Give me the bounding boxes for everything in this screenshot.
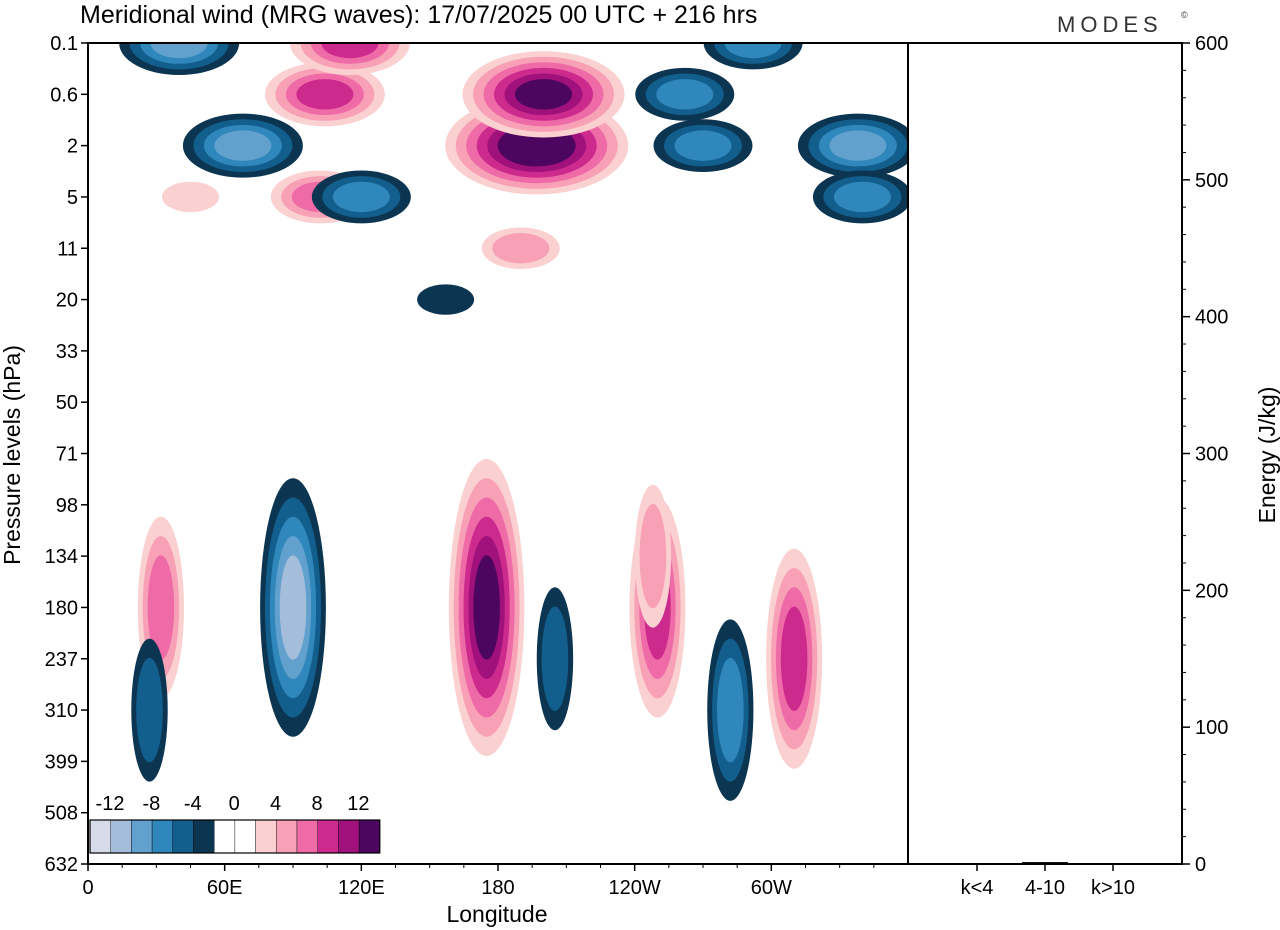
energy-bars: k<4 4-10 k>10: [954, 862, 1136, 899]
heatmap-area: [119, 43, 908, 801]
energy-category-label: k<4: [961, 877, 994, 899]
colorbar-swatch: [296, 819, 318, 854]
colorbar-swatch: [172, 819, 194, 854]
chart-title: Meridional wind (MRG waves): 17/07/2025 …: [80, 1, 757, 29]
y-tick-label: 632: [45, 854, 78, 876]
heatmap-contour: [541, 606, 569, 711]
brand-mark: ©: [1181, 10, 1188, 20]
energy-tick-label: 0: [1195, 854, 1206, 876]
brand-text: MODES: [1057, 12, 1163, 37]
x-tick-label: 60E: [207, 877, 243, 899]
heatmap-contour: [147, 555, 175, 660]
colorbar-frame: [89, 819, 381, 854]
colorbar-label: -4: [184, 793, 202, 815]
heatmap-contour: [674, 130, 732, 161]
colorbar-swatch: [131, 819, 153, 854]
heatmap-contour: [332, 181, 390, 213]
energy-tick-label: 100: [1195, 717, 1228, 739]
y-tick-label: 134: [45, 546, 78, 568]
energy-axis-label: Energy (J/kg): [1254, 387, 1280, 524]
colorbar-swatch: [317, 819, 339, 854]
energy-bar: [1090, 863, 1136, 864]
y-tick-label: 0.1: [50, 33, 78, 55]
colorbar-swatch: [276, 819, 298, 854]
heatmap-contour: [656, 79, 714, 110]
energy-axis: 0 100 200 300 400 500 600: [1182, 33, 1228, 876]
y-tick-label: 98: [56, 495, 78, 517]
colorbar-swatch: [89, 819, 111, 854]
heatmap-contour: [833, 181, 891, 213]
y-tick-label: 0.6: [50, 84, 78, 106]
heatmap-contour: [780, 606, 808, 711]
heatmap-contour: [717, 657, 744, 763]
heatmap-contour: [321, 43, 379, 59]
colorbar-label: 12: [347, 793, 369, 815]
y-tick-label: 33: [56, 341, 78, 363]
energy-category-label: 4-10: [1025, 877, 1065, 899]
heatmap-contour: [417, 284, 475, 315]
heatmap-contour: [515, 79, 573, 110]
y-axis: 0.1 0.6 2 5 11 20 33 50 71 98 134 180 237 310 399 508 63…: [45, 33, 88, 876]
x-tick-label: 120E: [338, 877, 385, 899]
energy-bar: [954, 863, 1000, 864]
y-tick-label: 50: [56, 392, 78, 414]
colorbar-label: -8: [143, 793, 161, 815]
colorbar-swatch: [213, 819, 236, 854]
y-axis-label: Pressure levels (hPa): [0, 345, 25, 565]
colorbar-swatch: [255, 819, 277, 854]
colorbar-label: 8: [311, 793, 322, 815]
heatmap-contour: [136, 657, 163, 763]
y-tick-label: 399: [45, 751, 78, 773]
energy-tick-label: 600: [1195, 33, 1228, 55]
y-tick-label: 237: [45, 649, 78, 671]
x-tick-label: 120W: [609, 877, 661, 899]
colorbar-swatch: [358, 819, 381, 854]
x-tick-label: 0: [82, 877, 93, 899]
brand-logo: MODES ©: [1057, 10, 1188, 37]
energy-category-label: k>10: [1091, 877, 1135, 899]
energy-tick-label: 500: [1195, 170, 1228, 192]
energy-frame: [907, 42, 1183, 865]
colorbar-label: 0: [229, 793, 240, 815]
heatmap-contour: [214, 130, 272, 161]
y-tick-label: 5: [67, 187, 78, 209]
energy-tick-label: 200: [1195, 580, 1228, 602]
x-tick-label: 180: [481, 877, 514, 899]
heatmap-contour: [492, 233, 550, 264]
colorbar: -12 -8 -4 0 4 8 12: [89, 793, 381, 854]
heatmap-contour: [829, 130, 887, 161]
y-tick-label: 508: [45, 803, 78, 825]
heatmap-contour: [296, 79, 354, 110]
energy-tick-label: 300: [1195, 444, 1228, 466]
colorbar-label: 4: [270, 793, 281, 815]
x-axis-label: Longitude: [446, 901, 547, 927]
x-axis: 0 60E 120E 180 120W 60W: [82, 864, 875, 899]
colorbar-label: -12: [96, 793, 125, 815]
y-tick-label: 310: [45, 700, 78, 722]
colorbar-swatch: [151, 819, 174, 854]
x-tick-label: 60W: [751, 877, 792, 899]
heatmap-contour: [639, 503, 667, 609]
y-tick-label: 20: [56, 290, 78, 312]
y-tick-label: 11: [57, 238, 78, 260]
colorbar-swatch: [193, 819, 215, 854]
colorbar-swatch: [338, 819, 360, 854]
heatmap-contour: [162, 181, 219, 213]
heatmap-contour: [508, 130, 566, 161]
y-tick-label: 71: [56, 444, 78, 466]
colorbar-swatch: [234, 819, 256, 854]
heatmap-contour: [150, 43, 208, 59]
y-tick-label: 2: [67, 136, 78, 158]
energy-bar: [1022, 862, 1068, 864]
y-tick-label: 180: [45, 597, 78, 619]
energy-tick-label: 400: [1195, 307, 1228, 329]
heatmap-contour: [279, 555, 307, 660]
heatmap-contour: [724, 43, 782, 59]
heatmap-contour: [473, 555, 500, 660]
colorbar-swatch: [110, 819, 132, 854]
